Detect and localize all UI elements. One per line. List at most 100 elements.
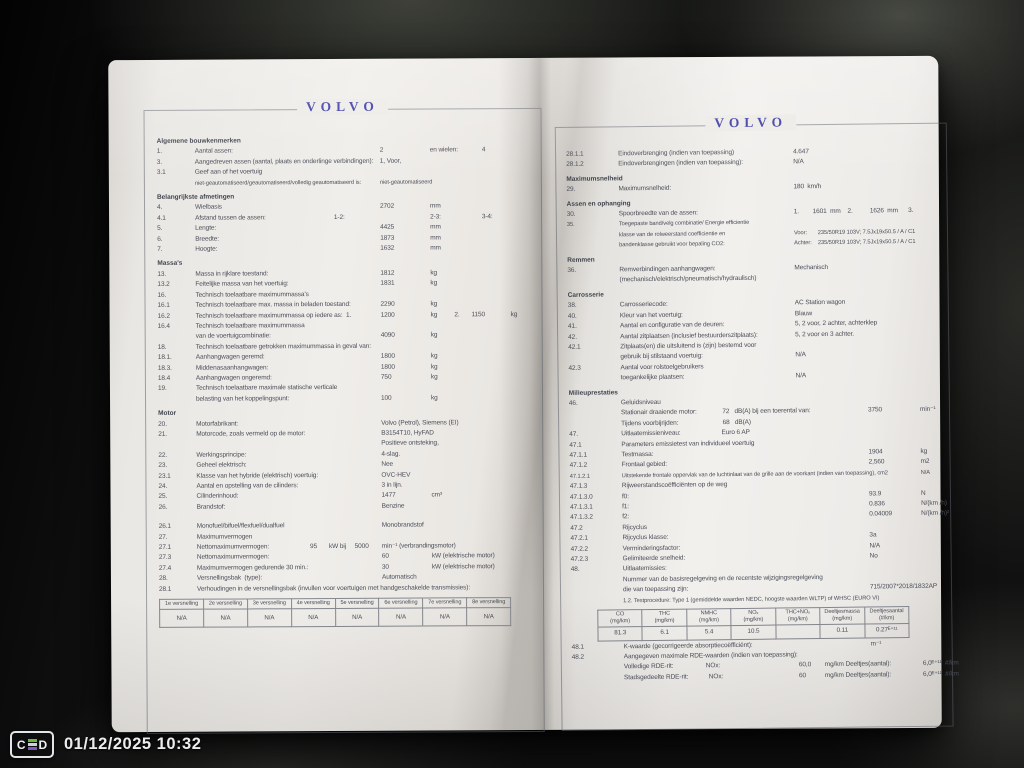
row-unit: kg [430,279,438,287]
row-number [567,230,619,241]
table-header-cell: 5e versnelling [335,598,379,609]
table-header-cell: 1e versnelling [159,599,204,610]
row-unit [920,395,949,406]
row-unit [918,262,947,273]
row-unit: kg 2. 1150 kg [430,310,518,318]
ced-logo: C D [10,731,54,758]
row-unit: cm³ [431,491,443,499]
row-value: 4090 [380,331,395,340]
row-value: 60 [381,553,389,561]
table-value-cell: 0.27ᴱ⁺¹¹ [864,623,910,638]
row-value2 [870,561,922,572]
row-unit [917,156,946,167]
table-header-cell: 7e versnelling [422,597,467,609]
row-number: 47. [569,430,579,439]
row-number: 5. [157,225,163,233]
row-value: OVC-HEV [381,471,411,479]
row-number: 27. [158,533,168,541]
row-unit [432,583,537,594]
row-number: 7. [157,245,163,253]
row-value2 [865,181,917,192]
row-value: min⁻¹ (verbrandingsmotor) [381,542,456,550]
row-value: 60 mg/km Deeltjes(aantal): [798,671,892,680]
row-unit [918,237,947,248]
row-value2 [869,478,921,489]
row-unit [432,501,537,512]
row-number [571,575,623,586]
row-value2: 715/2007*2018/1832AP [869,582,938,591]
row-number: 24. [158,482,168,490]
row-value2 [866,262,918,273]
row-number: 47.2.2 [570,545,589,553]
row-unit [432,531,537,542]
row-unit: kg [430,269,438,277]
row-value2 [867,349,919,360]
doc-row: 7. Hoogte: 1632 mm [157,243,535,255]
table-header-cell: 4e versnelling [291,598,336,609]
table-value-cell: N/A [378,608,423,627]
row-value2: 0.04009 [869,510,893,518]
row-number: 21. [158,430,167,438]
table-header-cell: Deeltjesmassa (mg/km) [819,607,865,625]
row-unit: kW (elektrische motor) [431,552,495,560]
row-unit: kg [920,447,928,455]
table-value-cell: 81.3 [597,626,643,641]
table-value-cell [775,624,821,639]
row-number: 18.1. [157,353,172,362]
row-number [157,178,195,189]
row-value [381,341,425,352]
row-number [572,673,624,684]
row-value: Achter: 235/50R19 103V; 7.5Jx19x50.5 / A… [794,239,916,247]
row-value: B3154T10, HyFAD [381,429,434,437]
row-number: 46. [568,399,578,407]
row-number: 16.2 [157,312,170,320]
row-number: 47.2 [570,524,583,532]
row-unit [923,649,952,660]
row-unit [431,382,536,393]
row-unit [921,478,950,489]
row-value2 [871,670,923,681]
ced-logo-letter-c: C [16,737,26,752]
row-value2: m⁻¹ [870,640,882,648]
row-number: 3. [156,158,163,166]
row-unit [922,571,951,582]
row-number: 23. [158,462,168,470]
row-unit [923,638,952,649]
document-page-left: VOLVO Algemene bouwkenmerken 1. Aantal asse… [143,98,545,734]
row-value2: N/A [869,542,881,550]
gear-ratio-table: 1e versnelling 2e versnelling 3e versnelli… [159,597,511,628]
row-unit [431,480,536,491]
row-unit: 6,0ᴱ⁺¹¹ #/km [922,670,959,678]
row-value2: 3750 [867,406,883,414]
row-unit [921,519,950,530]
row-number: 16. [157,291,167,299]
row-number: 28.1.2 [566,161,584,169]
table-value-cell: N/A [203,609,248,628]
row-value2: 0.836 [869,500,885,508]
row-label: toegankelijke plaatsen: [620,373,685,382]
row-unit [430,156,535,167]
row-number [571,586,623,597]
row-unit: m2 [920,458,930,466]
row-label: Hoogte: [195,245,218,253]
row-unit [432,541,537,552]
row-value: 1200 [380,311,395,319]
row-label: 1.2. Testprocedure: Type 1 (gemiddelde w… [623,595,880,604]
row-value2: No [869,552,878,560]
row-number: 47.1.3.1 [570,503,593,511]
row-number: 35. [566,222,575,229]
table-header-cell: 6e versnelling [378,598,423,609]
row-value2 [867,308,919,319]
row-unit [920,436,949,447]
row-value2 [867,360,919,371]
row-value2 [867,297,919,308]
row-number [567,241,619,252]
row-value: Benzine [381,502,405,510]
row-unit [920,370,949,381]
row-number: 48.1 [571,643,584,651]
camera-watermark: C D 01/12/2025 10:32 [10,731,201,758]
row-number: 36. [567,266,577,274]
row-number [569,419,621,430]
row-number: 1. [156,148,162,156]
row-number: 40. [567,312,577,320]
